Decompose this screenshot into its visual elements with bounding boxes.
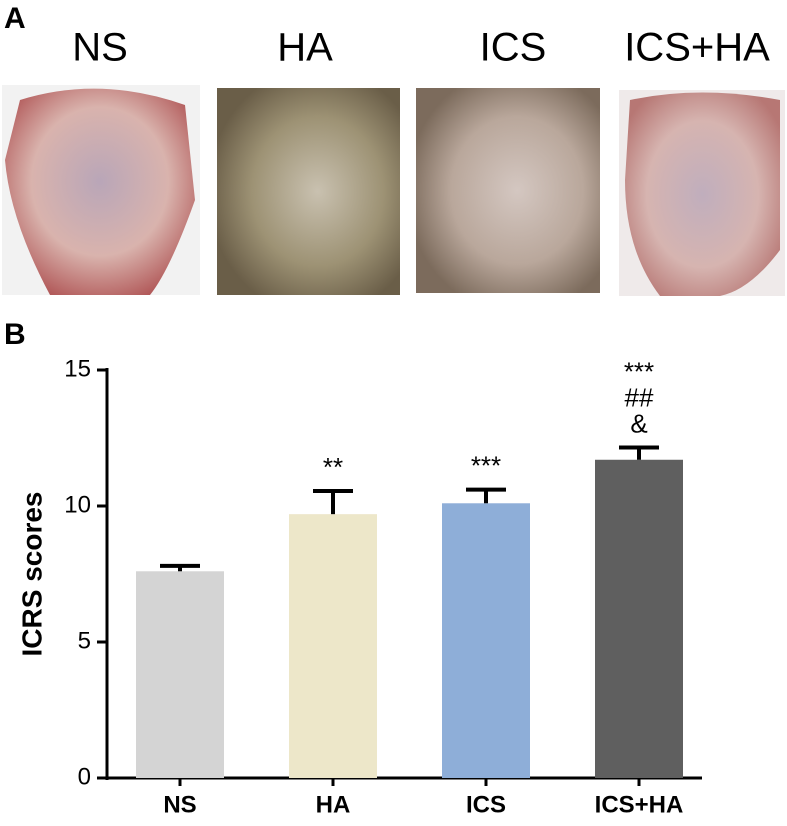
photo xyxy=(5,88,195,296)
y-axis-label: ICRS scores xyxy=(16,492,47,657)
bar xyxy=(136,571,224,778)
photo-label: NS xyxy=(72,26,128,70)
significance-label: & xyxy=(630,408,647,438)
panel-label: B xyxy=(4,318,26,351)
y-tick-label: 5 xyxy=(78,627,91,654)
x-tick-label: ICS xyxy=(466,791,506,818)
y-tick-label: 15 xyxy=(64,355,91,382)
x-tick-label: NS xyxy=(163,791,196,818)
significance-label: ** xyxy=(323,452,343,482)
photo-label: HA xyxy=(277,26,333,70)
photo xyxy=(217,88,400,295)
significance-label: ## xyxy=(625,382,654,412)
photo xyxy=(416,88,600,293)
photo xyxy=(625,92,780,296)
panel-label: A xyxy=(4,2,26,35)
y-tick-label: 10 xyxy=(64,491,91,518)
y-tick-label: 0 xyxy=(78,763,91,790)
photo-row: NS HA ICS ICS+HA xyxy=(2,26,785,296)
bar xyxy=(442,503,530,778)
x-tick-label: ICS+HA xyxy=(595,791,684,818)
photo-label: ICS+HA xyxy=(624,26,770,70)
photo-label: ICS xyxy=(480,26,547,70)
significance-label: *** xyxy=(471,451,501,481)
bar xyxy=(595,459,683,778)
x-tick-label: HA xyxy=(316,791,351,818)
significance-label: *** xyxy=(624,356,654,386)
bar xyxy=(289,514,377,778)
